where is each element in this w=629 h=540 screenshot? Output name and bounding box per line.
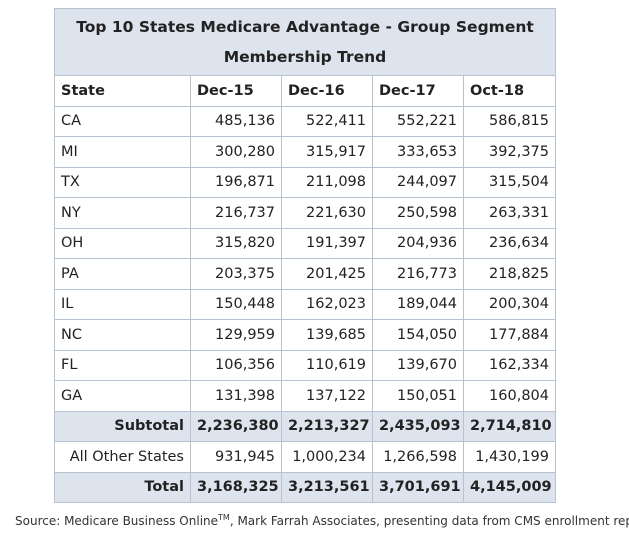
column-header: Dec-16 (281, 75, 373, 107)
column-header: Dec-15 (190, 75, 282, 107)
value-cell: 154,050 (372, 319, 464, 351)
state-cell: IL (54, 288, 191, 320)
subtotal-value: 2,714,810 (463, 410, 556, 442)
value-cell: 110,619 (281, 349, 373, 381)
trademark-mark: TM (218, 513, 230, 522)
value-cell: 201,425 (281, 258, 373, 290)
source-suffix: , Mark Farrah Associates, presenting dat… (229, 514, 629, 528)
value-cell: 221,630 (281, 197, 373, 229)
subtotal-value: 2,213,327 (281, 410, 373, 442)
value-cell: 139,670 (372, 349, 464, 381)
table-title: Top 10 States Medicare Advantage - Group… (54, 8, 556, 76)
value-cell: 211,098 (281, 166, 373, 198)
total-value: 3,213,561 (281, 471, 373, 503)
state-cell: MI (54, 136, 191, 168)
value-cell: 236,634 (463, 227, 556, 259)
table-row: NC 129,959 139,685 154,050 177,884 (54, 319, 556, 351)
value-cell: 218,825 (463, 258, 556, 290)
table-row: FL 106,356 110,619 139,670 162,334 (54, 349, 556, 381)
column-header: State (54, 75, 191, 107)
column-header: Dec-17 (372, 75, 464, 107)
total-value: 3,701,691 (372, 471, 464, 503)
state-cell: FL (54, 349, 191, 381)
value-cell: 160,804 (463, 380, 556, 412)
value-cell: 106,356 (190, 349, 282, 381)
state-cell: NY (54, 197, 191, 229)
total-row: Total 3,168,325 3,213,561 3,701,691 4,14… (54, 471, 556, 503)
subtotal-row: Subtotal 2,236,380 2,213,327 2,435,093 2… (54, 410, 556, 442)
subtotal-label: Subtotal (54, 410, 191, 442)
value-cell: 162,023 (281, 288, 373, 320)
value-cell: 315,820 (190, 227, 282, 259)
other-value: 1,430,199 (463, 441, 556, 473)
value-cell: 485,136 (190, 105, 282, 137)
value-cell: 263,331 (463, 197, 556, 229)
source-note: Source: Medicare Business OnlineTM, Mark… (15, 513, 629, 528)
table-row: GA 131,398 137,122 150,051 160,804 (54, 380, 556, 412)
state-cell: OH (54, 227, 191, 259)
other-value: 1,266,598 (372, 441, 464, 473)
value-cell: 200,304 (463, 288, 556, 320)
total-value: 4,145,009 (463, 471, 556, 503)
value-cell: 586,815 (463, 105, 556, 137)
table-row: IL 150,448 162,023 189,044 200,304 (54, 288, 556, 320)
value-cell: 196,871 (190, 166, 282, 198)
total-value: 3,168,325 (190, 471, 282, 503)
value-cell: 392,375 (463, 136, 556, 168)
other-value: 1,000,234 (281, 441, 373, 473)
table-row: NY 216,737 221,630 250,598 263,331 (54, 197, 556, 229)
value-cell: 315,504 (463, 166, 556, 198)
value-cell: 204,936 (372, 227, 464, 259)
value-cell: 129,959 (190, 319, 282, 351)
value-cell: 216,737 (190, 197, 282, 229)
other-label: All Other States (54, 441, 191, 473)
subtotal-value: 2,236,380 (190, 410, 282, 442)
value-cell: 150,448 (190, 288, 282, 320)
state-cell: GA (54, 380, 191, 412)
table-row: MI 300,280 315,917 333,653 392,375 (54, 136, 556, 168)
value-cell: 216,773 (372, 258, 464, 290)
value-cell: 137,122 (281, 380, 373, 412)
value-cell: 315,917 (281, 136, 373, 168)
source-prefix: Source: Medicare Business Online (15, 514, 219, 528)
state-cell: CA (54, 105, 191, 137)
state-cell: TX (54, 166, 191, 198)
membership-table: Top 10 States Medicare Advantage - Group… (54, 8, 556, 503)
value-cell: 162,334 (463, 349, 556, 381)
value-cell: 300,280 (190, 136, 282, 168)
subtotal-value: 2,435,093 (372, 410, 464, 442)
table-row: CA 485,136 522,411 552,221 586,815 (54, 105, 556, 137)
column-header: Oct-18 (463, 75, 556, 107)
value-cell: 131,398 (190, 380, 282, 412)
total-label: Total (54, 471, 191, 503)
value-cell: 139,685 (281, 319, 373, 351)
other-value: 931,945 (190, 441, 282, 473)
value-cell: 177,884 (463, 319, 556, 351)
value-cell: 244,097 (372, 166, 464, 198)
other-states-row: All Other States 931,945 1,000,234 1,266… (54, 441, 556, 473)
value-cell: 552,221 (372, 105, 464, 137)
table-row: OH 315,820 191,397 204,936 236,634 (54, 227, 556, 259)
value-cell: 203,375 (190, 258, 282, 290)
value-cell: 150,051 (372, 380, 464, 412)
value-cell: 191,397 (281, 227, 373, 259)
value-cell: 189,044 (372, 288, 464, 320)
table-row: TX 196,871 211,098 244,097 315,504 (54, 166, 556, 198)
state-cell: NC (54, 319, 191, 351)
value-cell: 333,653 (372, 136, 464, 168)
value-cell: 250,598 (372, 197, 464, 229)
state-cell: PA (54, 258, 191, 290)
table-row: PA 203,375 201,425 216,773 218,825 (54, 258, 556, 290)
value-cell: 522,411 (281, 105, 373, 137)
